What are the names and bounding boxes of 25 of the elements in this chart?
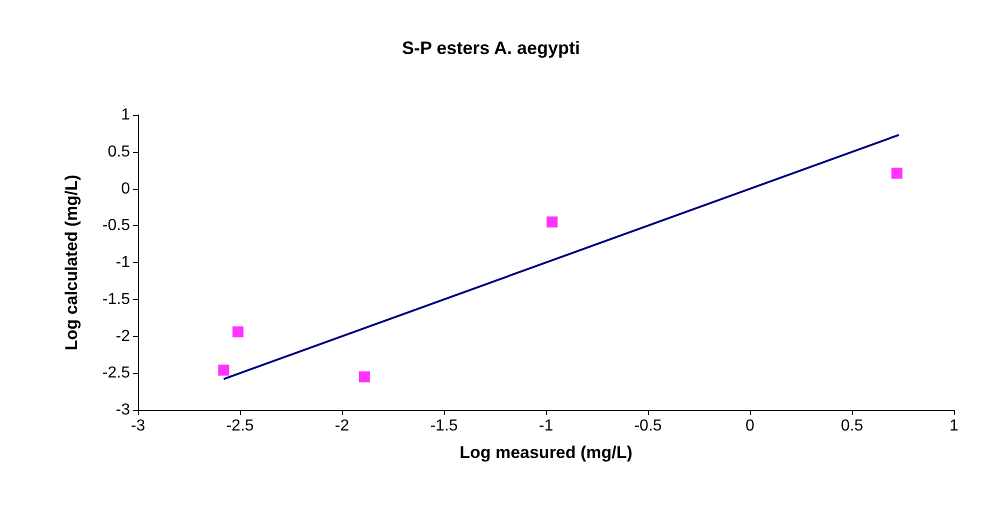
- point: [891, 168, 902, 179]
- x-axis-title: Log measured (mg/L): [460, 443, 632, 462]
- y-tick-label: 0.5: [108, 143, 130, 160]
- x-tick-label: -0.5: [634, 418, 662, 434]
- x-tick-label: 0: [746, 418, 755, 434]
- point: [358, 371, 370, 382]
- y-tick-label: -3: [116, 402, 130, 418]
- y-tick-label: -1: [116, 254, 130, 271]
- y-tick-label: 0: [121, 180, 130, 198]
- y-tick-label: -0.5: [102, 217, 130, 234]
- x-tick-label: 1: [950, 418, 959, 434]
- x-tick-label: 0.5: [840, 418, 864, 434]
- point: [218, 364, 230, 376]
- y-tick-label: -2.5: [102, 364, 130, 382]
- x-tick-label: -1: [538, 418, 554, 434]
- y-tick-label: 1: [121, 106, 130, 124]
- chart-title: S-P esters A. aegypti: [402, 38, 580, 58]
- x-tick-label: -2.5: [226, 418, 254, 434]
- x-tick-label: -1.5: [430, 418, 458, 434]
- point: [232, 326, 244, 338]
- y-tick-label: -1.5: [102, 290, 130, 308]
- x-tick-label: -2: [334, 418, 350, 434]
- y-axis-title: Log calculated (mg/L): [62, 174, 81, 350]
- y-tick-label: -2: [116, 328, 130, 345]
- point: [546, 216, 558, 228]
